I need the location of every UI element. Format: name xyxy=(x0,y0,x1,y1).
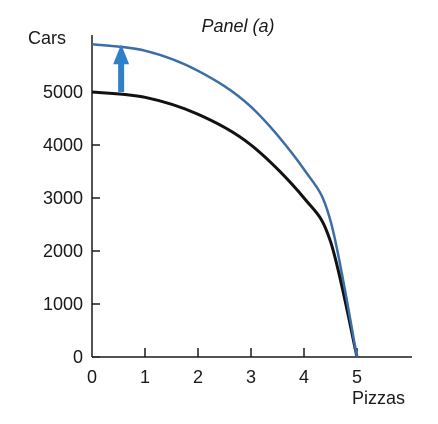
y-tick-label-5: 5000 xyxy=(43,82,83,102)
shifted-frontier-line xyxy=(91,43,359,358)
x-tick-label-2: 2 xyxy=(193,367,203,387)
shift-arrow-head xyxy=(113,44,130,65)
y-tick-label-0: 0 xyxy=(73,347,83,367)
chart-title: Panel (a) xyxy=(201,16,274,36)
x-tick-label-0: 0 xyxy=(87,367,97,387)
y-axis-label: Cars xyxy=(28,28,66,48)
series-layer xyxy=(91,43,359,358)
y-tick-group: 0 1000 2000 3000 4000 5000 xyxy=(43,82,100,367)
annotation-layer xyxy=(113,44,130,92)
x-tick-label-1: 1 xyxy=(140,367,150,387)
x-axis-label: Pizzas xyxy=(352,388,405,408)
x-tick-group: 0 1 2 3 4 5 xyxy=(87,348,362,387)
y-tick-label-2: 2000 xyxy=(43,241,83,261)
y-tick-label-3: 3000 xyxy=(43,188,83,208)
y-tick-label-1: 1000 xyxy=(43,294,83,314)
y-tick-label-4: 4000 xyxy=(43,135,83,155)
x-tick-label-4: 4 xyxy=(299,367,309,387)
original-frontier-line xyxy=(91,90,359,358)
x-tick-label-5: 5 xyxy=(352,367,362,387)
x-tick-label-3: 3 xyxy=(246,367,256,387)
